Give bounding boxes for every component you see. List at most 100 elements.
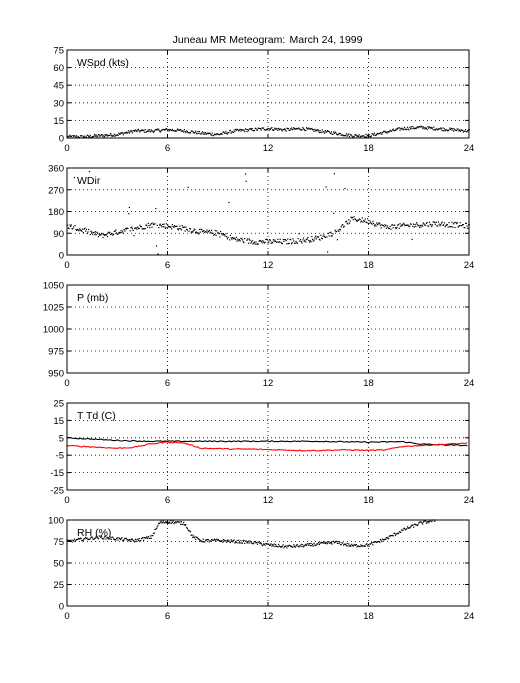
- y-tick-label: 360: [48, 164, 64, 175]
- data-point: [168, 226, 170, 228]
- data-point: [453, 128, 455, 130]
- data-point: [333, 131, 335, 133]
- data-point: [180, 129, 182, 131]
- data-point: [287, 545, 289, 547]
- data-point: [223, 233, 225, 235]
- data-point: [297, 127, 299, 129]
- data-point: [72, 228, 74, 230]
- data-point: [122, 232, 124, 234]
- data-point: [354, 218, 357, 220]
- data-point: [409, 225, 411, 227]
- data-point: [307, 236, 309, 239]
- data-point: [122, 539, 124, 541]
- data-point: [225, 233, 227, 235]
- data-point: [88, 136, 91, 138]
- data-point: [458, 130, 460, 132]
- data-point: [371, 223, 373, 225]
- data-point: [189, 132, 192, 134]
- data-point: [327, 251, 329, 253]
- data-point: [226, 133, 228, 135]
- data-point: [315, 235, 317, 237]
- data-point: [266, 128, 268, 131]
- data-point: [178, 129, 180, 132]
- data-point: [99, 535, 101, 537]
- data-point: [309, 240, 311, 242]
- data-point: [132, 229, 134, 232]
- data-point: [137, 539, 140, 541]
- data-point: [160, 130, 162, 132]
- data-point: [346, 222, 348, 224]
- data-point: [321, 131, 323, 133]
- data-point: [319, 130, 321, 132]
- data-point: [419, 521, 421, 523]
- data-point: [212, 539, 214, 541]
- data-point: [410, 128, 412, 130]
- data-point: [330, 132, 332, 135]
- data-point: [336, 134, 338, 136]
- data-point: [368, 545, 370, 547]
- data-point: [315, 129, 317, 131]
- data-point: [467, 227, 469, 229]
- data-point: [375, 134, 377, 137]
- data-point: [290, 239, 292, 241]
- data-point: [438, 223, 440, 225]
- data-point: [459, 130, 461, 132]
- data-point: [269, 129, 271, 131]
- data-point: [381, 541, 383, 543]
- data-point: [205, 133, 207, 135]
- data-point: [165, 522, 167, 524]
- y-tick-label: 0: [59, 134, 64, 145]
- data-point: [128, 132, 130, 134]
- data-point: [413, 128, 415, 130]
- data-point: [201, 132, 203, 134]
- data-point: [175, 130, 177, 133]
- data-point: [309, 545, 311, 547]
- data-point: [97, 538, 100, 540]
- data-point: [146, 130, 149, 132]
- data-point: [214, 230, 216, 232]
- data-point: [171, 228, 173, 230]
- data-point: [402, 529, 404, 531]
- data-point: [406, 224, 408, 226]
- data-point: [357, 219, 360, 221]
- data-point: [211, 539, 213, 541]
- data-point: [68, 135, 70, 137]
- data-point: [230, 237, 232, 239]
- data-point: [113, 538, 115, 540]
- data-point: [166, 226, 168, 229]
- data-point: [411, 524, 413, 526]
- data-point: [247, 130, 250, 132]
- data-point: [76, 539, 78, 541]
- data-point: [429, 126, 431, 128]
- data-point: [152, 222, 154, 224]
- data-point: [116, 537, 118, 539]
- data-point: [339, 133, 341, 135]
- data-point: [94, 231, 97, 233]
- data-point: [422, 523, 424, 525]
- data-point: [90, 536, 92, 539]
- data-point: [418, 126, 420, 128]
- data-point: [91, 537, 94, 539]
- data-point: [119, 133, 121, 135]
- data-point: [175, 522, 177, 524]
- data-point: [167, 130, 169, 132]
- data-point: [373, 134, 375, 136]
- data-point: [346, 542, 348, 545]
- data-point: [276, 241, 278, 243]
- data-point: [208, 539, 210, 541]
- data-point: [409, 126, 411, 128]
- data-point: [250, 542, 253, 544]
- data-point: [318, 130, 320, 132]
- data-point: [258, 127, 260, 129]
- data-point: [110, 538, 112, 540]
- data-point: [264, 544, 266, 546]
- data-point: [205, 231, 207, 233]
- data-point: [410, 223, 412, 225]
- data-point: [418, 224, 420, 226]
- data-point: [339, 229, 342, 231]
- data-point: [330, 231, 332, 233]
- data-point: [186, 130, 188, 132]
- data-point: [198, 539, 201, 541]
- data-point: [425, 127, 427, 129]
